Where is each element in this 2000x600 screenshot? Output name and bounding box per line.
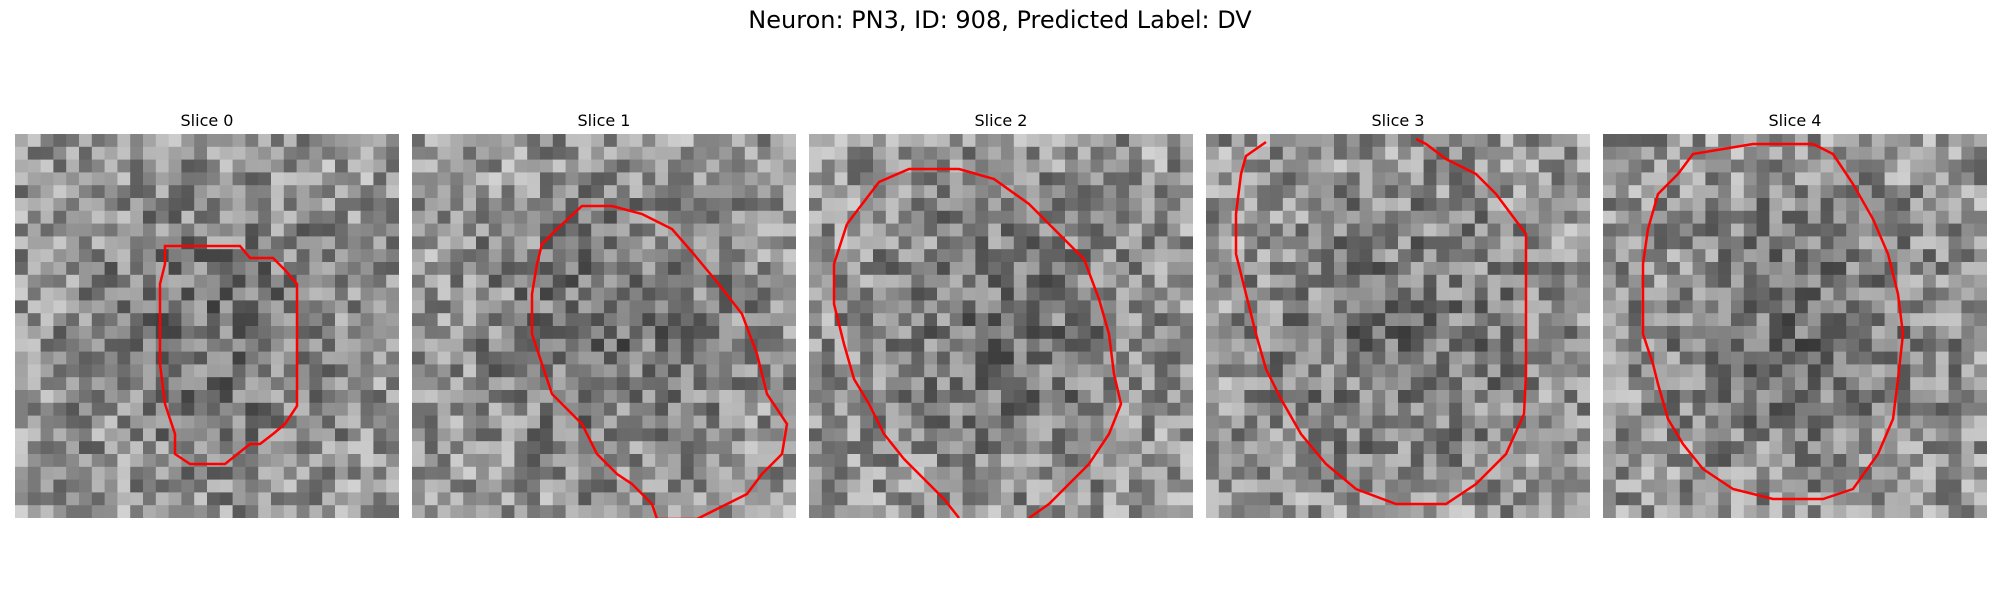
- noise-texture: [412, 134, 796, 518]
- neuron-contour: [158, 244, 299, 466]
- slice-title: Slice 4: [1768, 111, 1822, 130]
- slice-image: [15, 134, 399, 518]
- slice-panel-3: Slice 3: [1206, 110, 1590, 518]
- slice-panel-1: Slice 1: [412, 110, 796, 518]
- slice-image: [1603, 134, 1987, 518]
- neuron-contour: [1641, 142, 1905, 501]
- figure-title: Neuron: PN3, ID: 908, Predicted Label: D…: [748, 6, 1252, 34]
- slice-panel-4: Slice 4: [1603, 110, 1987, 518]
- slice-image: [809, 134, 1193, 518]
- neuron-contour: [1234, 137, 1528, 506]
- slice-title: Slice 2: [974, 111, 1028, 130]
- slice-panel-0: Slice 0: [15, 110, 399, 518]
- neuron-contour: [832, 223, 960, 518]
- slice-title: Slice 3: [1371, 111, 1425, 130]
- noise-texture: [15, 134, 399, 518]
- slice-image: [412, 134, 796, 518]
- neuron-contour: [846, 167, 1123, 518]
- noise-texture: [1603, 134, 1987, 518]
- slice-title: Slice 1: [577, 111, 631, 130]
- slice-image: [1206, 134, 1590, 518]
- noise-texture: [809, 134, 1193, 518]
- noise-texture: [1206, 134, 1590, 518]
- neuron-contour: [530, 204, 789, 518]
- slice-panel-2: Slice 2: [809, 110, 1193, 518]
- slice-title: Slice 0: [180, 111, 234, 130]
